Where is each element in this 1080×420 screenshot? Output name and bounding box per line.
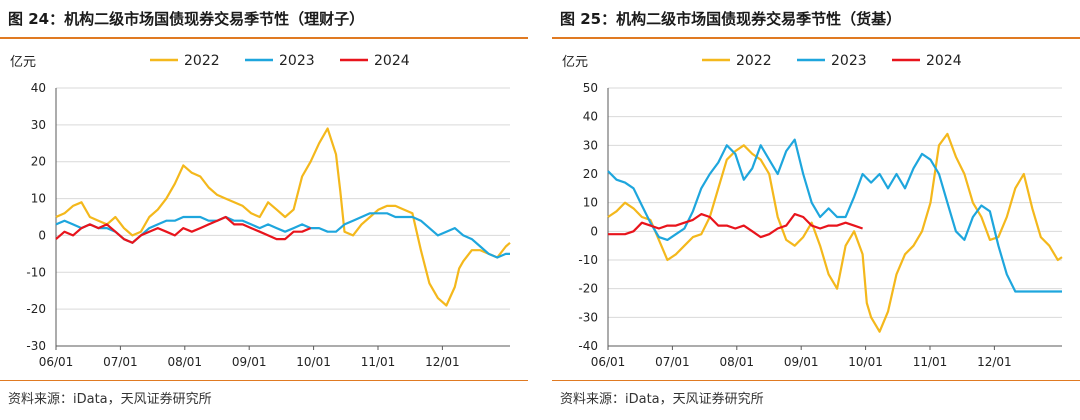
y-tick-label: -10 bbox=[26, 265, 46, 279]
series-line-2022 bbox=[607, 132, 1063, 333]
x-tick-label: 07/01 bbox=[655, 355, 690, 369]
legend-item-2023: 2023 bbox=[245, 53, 315, 69]
x-tick-label: 06/01 bbox=[39, 355, 74, 369]
x-tick-label: 12/01 bbox=[425, 355, 460, 369]
y-tick-label: -20 bbox=[578, 282, 598, 296]
y-tick-label: 0 bbox=[590, 224, 598, 238]
y-tick-label: -30 bbox=[26, 339, 46, 353]
x-tick-label: 09/01 bbox=[784, 355, 819, 369]
chart-title: 图 25：机构二级市场国债现券交易季节性（货基） bbox=[560, 10, 902, 28]
y-tick-label: 50 bbox=[583, 81, 598, 95]
y-axis-unit: 亿元 bbox=[10, 55, 36, 70]
title-divider bbox=[0, 37, 528, 39]
y-tick-label: 10 bbox=[583, 196, 598, 210]
y-tick-label: 0 bbox=[38, 228, 46, 242]
x-tick-label: 07/01 bbox=[103, 355, 138, 369]
legend-item-2022: 2022 bbox=[150, 53, 220, 69]
x-tick-label: 08/01 bbox=[167, 355, 202, 369]
chart-title: 图 24：机构二级市场国债现券交易季节性（理财子） bbox=[8, 10, 365, 28]
legend-label: 2024 bbox=[926, 53, 962, 69]
y-axis-unit: 亿元 bbox=[562, 55, 588, 70]
x-tick-label: 12/01 bbox=[977, 355, 1012, 369]
source-divider bbox=[0, 380, 528, 381]
x-tick-label: 10/01 bbox=[848, 355, 883, 369]
series-line-2024 bbox=[608, 213, 863, 239]
y-tick-label: 20 bbox=[31, 155, 46, 169]
y-tick-label: 40 bbox=[583, 110, 598, 124]
x-tick-label: 06/01 bbox=[591, 355, 626, 369]
y-tick-label: 10 bbox=[31, 192, 46, 206]
legend-item-2024: 2024 bbox=[892, 53, 962, 69]
x-tick-label: 11/01 bbox=[361, 355, 396, 369]
source-divider bbox=[552, 380, 1080, 381]
chart-panel-right: 图 25：机构二级市场国债现券交易季节性（货基） 亿元 -40 -30 -20 -10 0… bbox=[552, 0, 1080, 420]
series-line-2022 bbox=[55, 127, 511, 307]
x-tick-label: 11/01 bbox=[913, 355, 948, 369]
legend-label: 2022 bbox=[736, 53, 772, 69]
y-tick-label: -20 bbox=[26, 302, 46, 316]
legend-item-2022: 2022 bbox=[702, 53, 772, 69]
series-line-2024 bbox=[55, 215, 312, 244]
legend-label: 2023 bbox=[831, 53, 867, 69]
x-tick-label: 08/01 bbox=[719, 355, 754, 369]
x-tick-label: 10/01 bbox=[296, 355, 331, 369]
title-divider bbox=[552, 37, 1080, 39]
y-tick-label: 20 bbox=[583, 167, 598, 181]
chart-panel-left: 图 24：机构二级市场国债现券交易季节性（理财子） 亿元 -30 -20 -10 0 10… bbox=[0, 0, 528, 420]
legend-label: 2024 bbox=[374, 53, 410, 69]
x-tick-label: 09/01 bbox=[232, 355, 267, 369]
legend-label: 2023 bbox=[279, 53, 315, 69]
y-tick-label: 40 bbox=[31, 81, 46, 95]
source-note: 资料来源：iData，天风证券研究所 bbox=[8, 392, 212, 407]
legend-item-2023: 2023 bbox=[797, 53, 867, 69]
series-line-2023 bbox=[607, 138, 1062, 293]
y-tick-label: -30 bbox=[578, 310, 598, 324]
y-tick-label: 30 bbox=[31, 118, 46, 132]
y-tick-label: 30 bbox=[583, 138, 598, 152]
y-tick-label: -40 bbox=[578, 339, 598, 353]
line-chart-wealth-management: 亿元 -30 -20 -10 0 10 20 30 40 06/01 07/01 08/01 09/01… bbox=[10, 53, 511, 369]
legend-item-2024: 2024 bbox=[340, 53, 410, 69]
line-chart-money-fund: 亿元 -40 -30 -20 -10 0 10 20 30 40 50 06/01 07/01 08/01… bbox=[562, 53, 1063, 369]
y-tick-label: -10 bbox=[578, 253, 598, 267]
source-note: 资料来源：iData，天风证券研究所 bbox=[560, 392, 764, 407]
legend-label: 2022 bbox=[184, 53, 220, 69]
